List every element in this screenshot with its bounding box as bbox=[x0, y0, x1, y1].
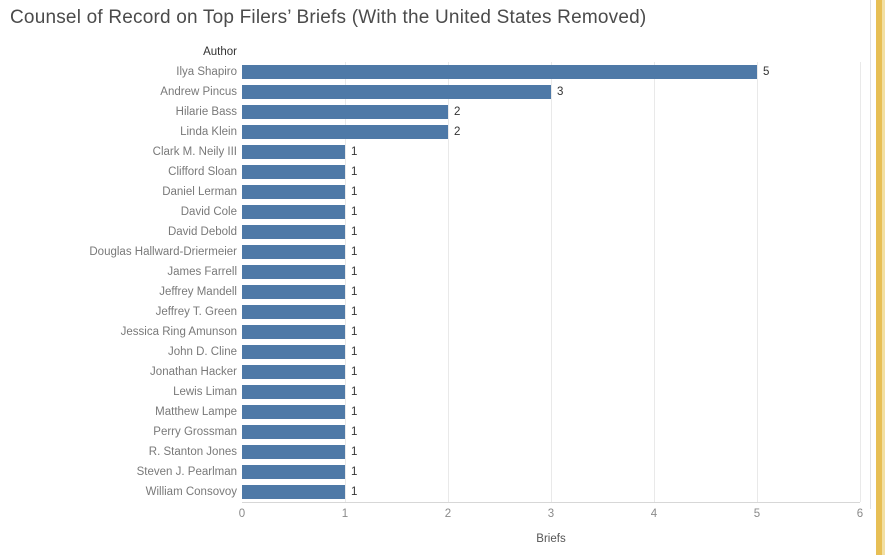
category-label: Clifford Sloan bbox=[168, 166, 237, 178]
gridline bbox=[757, 62, 758, 502]
x-axis-line bbox=[242, 502, 860, 503]
category-label: John D. Cline bbox=[167, 346, 237, 358]
bar-value-label: 1 bbox=[351, 206, 358, 218]
scrollbar-strip-highlight bbox=[882, 0, 885, 555]
bar-value-label: 1 bbox=[351, 406, 358, 418]
bar-value-label: 1 bbox=[351, 486, 358, 498]
bar[interactable] bbox=[242, 105, 448, 119]
bar-value-label: 5 bbox=[763, 66, 770, 78]
category-label: Steven J. Pearlman bbox=[136, 466, 237, 478]
x-tick-label: 1 bbox=[341, 508, 349, 520]
category-label: Clark M. Neily III bbox=[152, 146, 237, 158]
bar-value-label: 1 bbox=[351, 466, 358, 478]
bar-value-label: 1 bbox=[351, 446, 358, 458]
row-header-author: Author bbox=[203, 46, 237, 58]
x-tick-label: 2 bbox=[444, 508, 452, 520]
category-label: Jonathan Hacker bbox=[150, 366, 237, 378]
bar-value-label: 1 bbox=[351, 386, 358, 398]
bar[interactable] bbox=[242, 345, 345, 359]
bar-value-label: 1 bbox=[351, 166, 358, 178]
category-label: Perry Grossman bbox=[153, 426, 237, 438]
category-label: Hilarie Bass bbox=[175, 106, 237, 118]
bar-value-label: 3 bbox=[557, 86, 564, 98]
x-tick-label: 4 bbox=[650, 508, 658, 520]
gridline bbox=[345, 62, 346, 502]
bar[interactable] bbox=[242, 185, 345, 199]
category-label: Andrew Pincus bbox=[160, 86, 237, 98]
category-label: James Farrell bbox=[167, 266, 237, 278]
bar[interactable] bbox=[242, 465, 345, 479]
bar[interactable] bbox=[242, 265, 345, 279]
x-axis-title: Briefs bbox=[536, 533, 566, 545]
bar[interactable] bbox=[242, 165, 345, 179]
bar-value-label: 2 bbox=[454, 106, 461, 118]
x-tick-label: 5 bbox=[753, 508, 761, 520]
bar[interactable] bbox=[242, 325, 345, 339]
scrollbar-strip[interactable] bbox=[876, 0, 882, 555]
bar-value-label: 1 bbox=[351, 186, 358, 198]
category-label: Jeffrey Mandell bbox=[159, 286, 237, 298]
bar[interactable] bbox=[242, 225, 345, 239]
category-label: Lewis Liman bbox=[173, 386, 237, 398]
gridline bbox=[448, 62, 449, 502]
category-label: Matthew Lampe bbox=[155, 406, 237, 418]
bar[interactable] bbox=[242, 245, 345, 259]
x-tick-label: 3 bbox=[547, 508, 555, 520]
chart-title: Counsel of Record on Top Filers’ Briefs … bbox=[10, 7, 647, 28]
bar[interactable] bbox=[242, 425, 345, 439]
bar[interactable] bbox=[242, 205, 345, 219]
gridline bbox=[654, 62, 655, 502]
bar-value-label: 1 bbox=[351, 226, 358, 238]
pane-right-border bbox=[870, 0, 871, 509]
bar[interactable] bbox=[242, 145, 345, 159]
category-label: Daniel Lerman bbox=[162, 186, 237, 198]
gridline bbox=[551, 62, 552, 502]
category-label: Douglas Hallward-Driermeier bbox=[89, 246, 237, 258]
category-label: William Consovoy bbox=[145, 486, 237, 498]
category-label: David Cole bbox=[180, 206, 237, 218]
bar-value-label: 1 bbox=[351, 286, 358, 298]
bar-value-label: 1 bbox=[351, 266, 358, 278]
bar[interactable] bbox=[242, 485, 345, 499]
bar[interactable] bbox=[242, 405, 345, 419]
bar-value-label: 1 bbox=[351, 346, 358, 358]
x-tick-label: 6 bbox=[856, 508, 864, 520]
category-label: Linda Klein bbox=[180, 126, 237, 138]
x-tick-label: 0 bbox=[238, 508, 246, 520]
bar[interactable] bbox=[242, 365, 345, 379]
bar-value-label: 1 bbox=[351, 366, 358, 378]
bar-value-label: 1 bbox=[351, 426, 358, 438]
bar-value-label: 1 bbox=[351, 146, 358, 158]
category-label: Ilya Shapiro bbox=[176, 66, 237, 78]
bar[interactable] bbox=[242, 285, 345, 299]
bar[interactable] bbox=[242, 445, 345, 459]
bar[interactable] bbox=[242, 85, 551, 99]
bar[interactable] bbox=[242, 385, 345, 399]
bar[interactable] bbox=[242, 125, 448, 139]
category-label: R. Stanton Jones bbox=[148, 446, 237, 458]
gridline bbox=[860, 62, 861, 502]
category-label: David Debold bbox=[167, 226, 237, 238]
bar-value-label: 2 bbox=[454, 126, 461, 138]
bar[interactable] bbox=[242, 65, 757, 79]
category-label: Jeffrey T. Green bbox=[155, 306, 237, 318]
bar-value-label: 1 bbox=[351, 246, 358, 258]
bar-value-label: 1 bbox=[351, 326, 358, 338]
bar-value-label: 1 bbox=[351, 306, 358, 318]
bar[interactable] bbox=[242, 305, 345, 319]
category-label: Jessica Ring Amunson bbox=[120, 326, 237, 338]
